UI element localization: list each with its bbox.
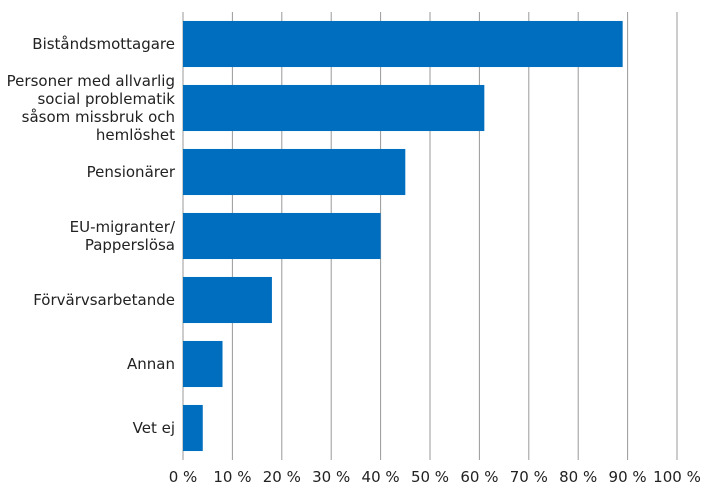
y-tick-label: EU-migranter/Papperslösa: [70, 218, 176, 254]
x-tick-label: 60 %: [460, 468, 498, 486]
x-tick-label: 10 %: [213, 468, 251, 486]
x-tick-label: 70 %: [510, 468, 548, 486]
bar: [183, 20, 623, 68]
y-tick-label: Vet ej: [133, 419, 175, 437]
y-tick-label: Pensionärer: [87, 163, 176, 181]
x-tick-label: 0 %: [169, 468, 198, 486]
y-tick-label: Förvärvsarbetande: [33, 291, 175, 309]
x-tick-label: 30 %: [312, 468, 350, 486]
y-tick-label: Personer med allvarlig social problematik…: [7, 72, 176, 144]
y-tick-label: Biståndsmottagare: [32, 35, 175, 53]
x-tick-label: 20 %: [263, 468, 301, 486]
x-tick-label: 80 %: [559, 468, 597, 486]
bar: [183, 212, 381, 260]
bar: [183, 148, 406, 196]
bar: [183, 276, 272, 324]
x-tick-label: 50 %: [411, 468, 449, 486]
bar: [183, 340, 223, 388]
y-tick-label: Annan: [127, 355, 175, 373]
x-tick-label: 90 %: [609, 468, 647, 486]
x-tick-label: 40 %: [362, 468, 400, 486]
bar: [183, 84, 485, 132]
bar: [183, 404, 203, 452]
x-tick-label: 100 %: [653, 468, 701, 486]
